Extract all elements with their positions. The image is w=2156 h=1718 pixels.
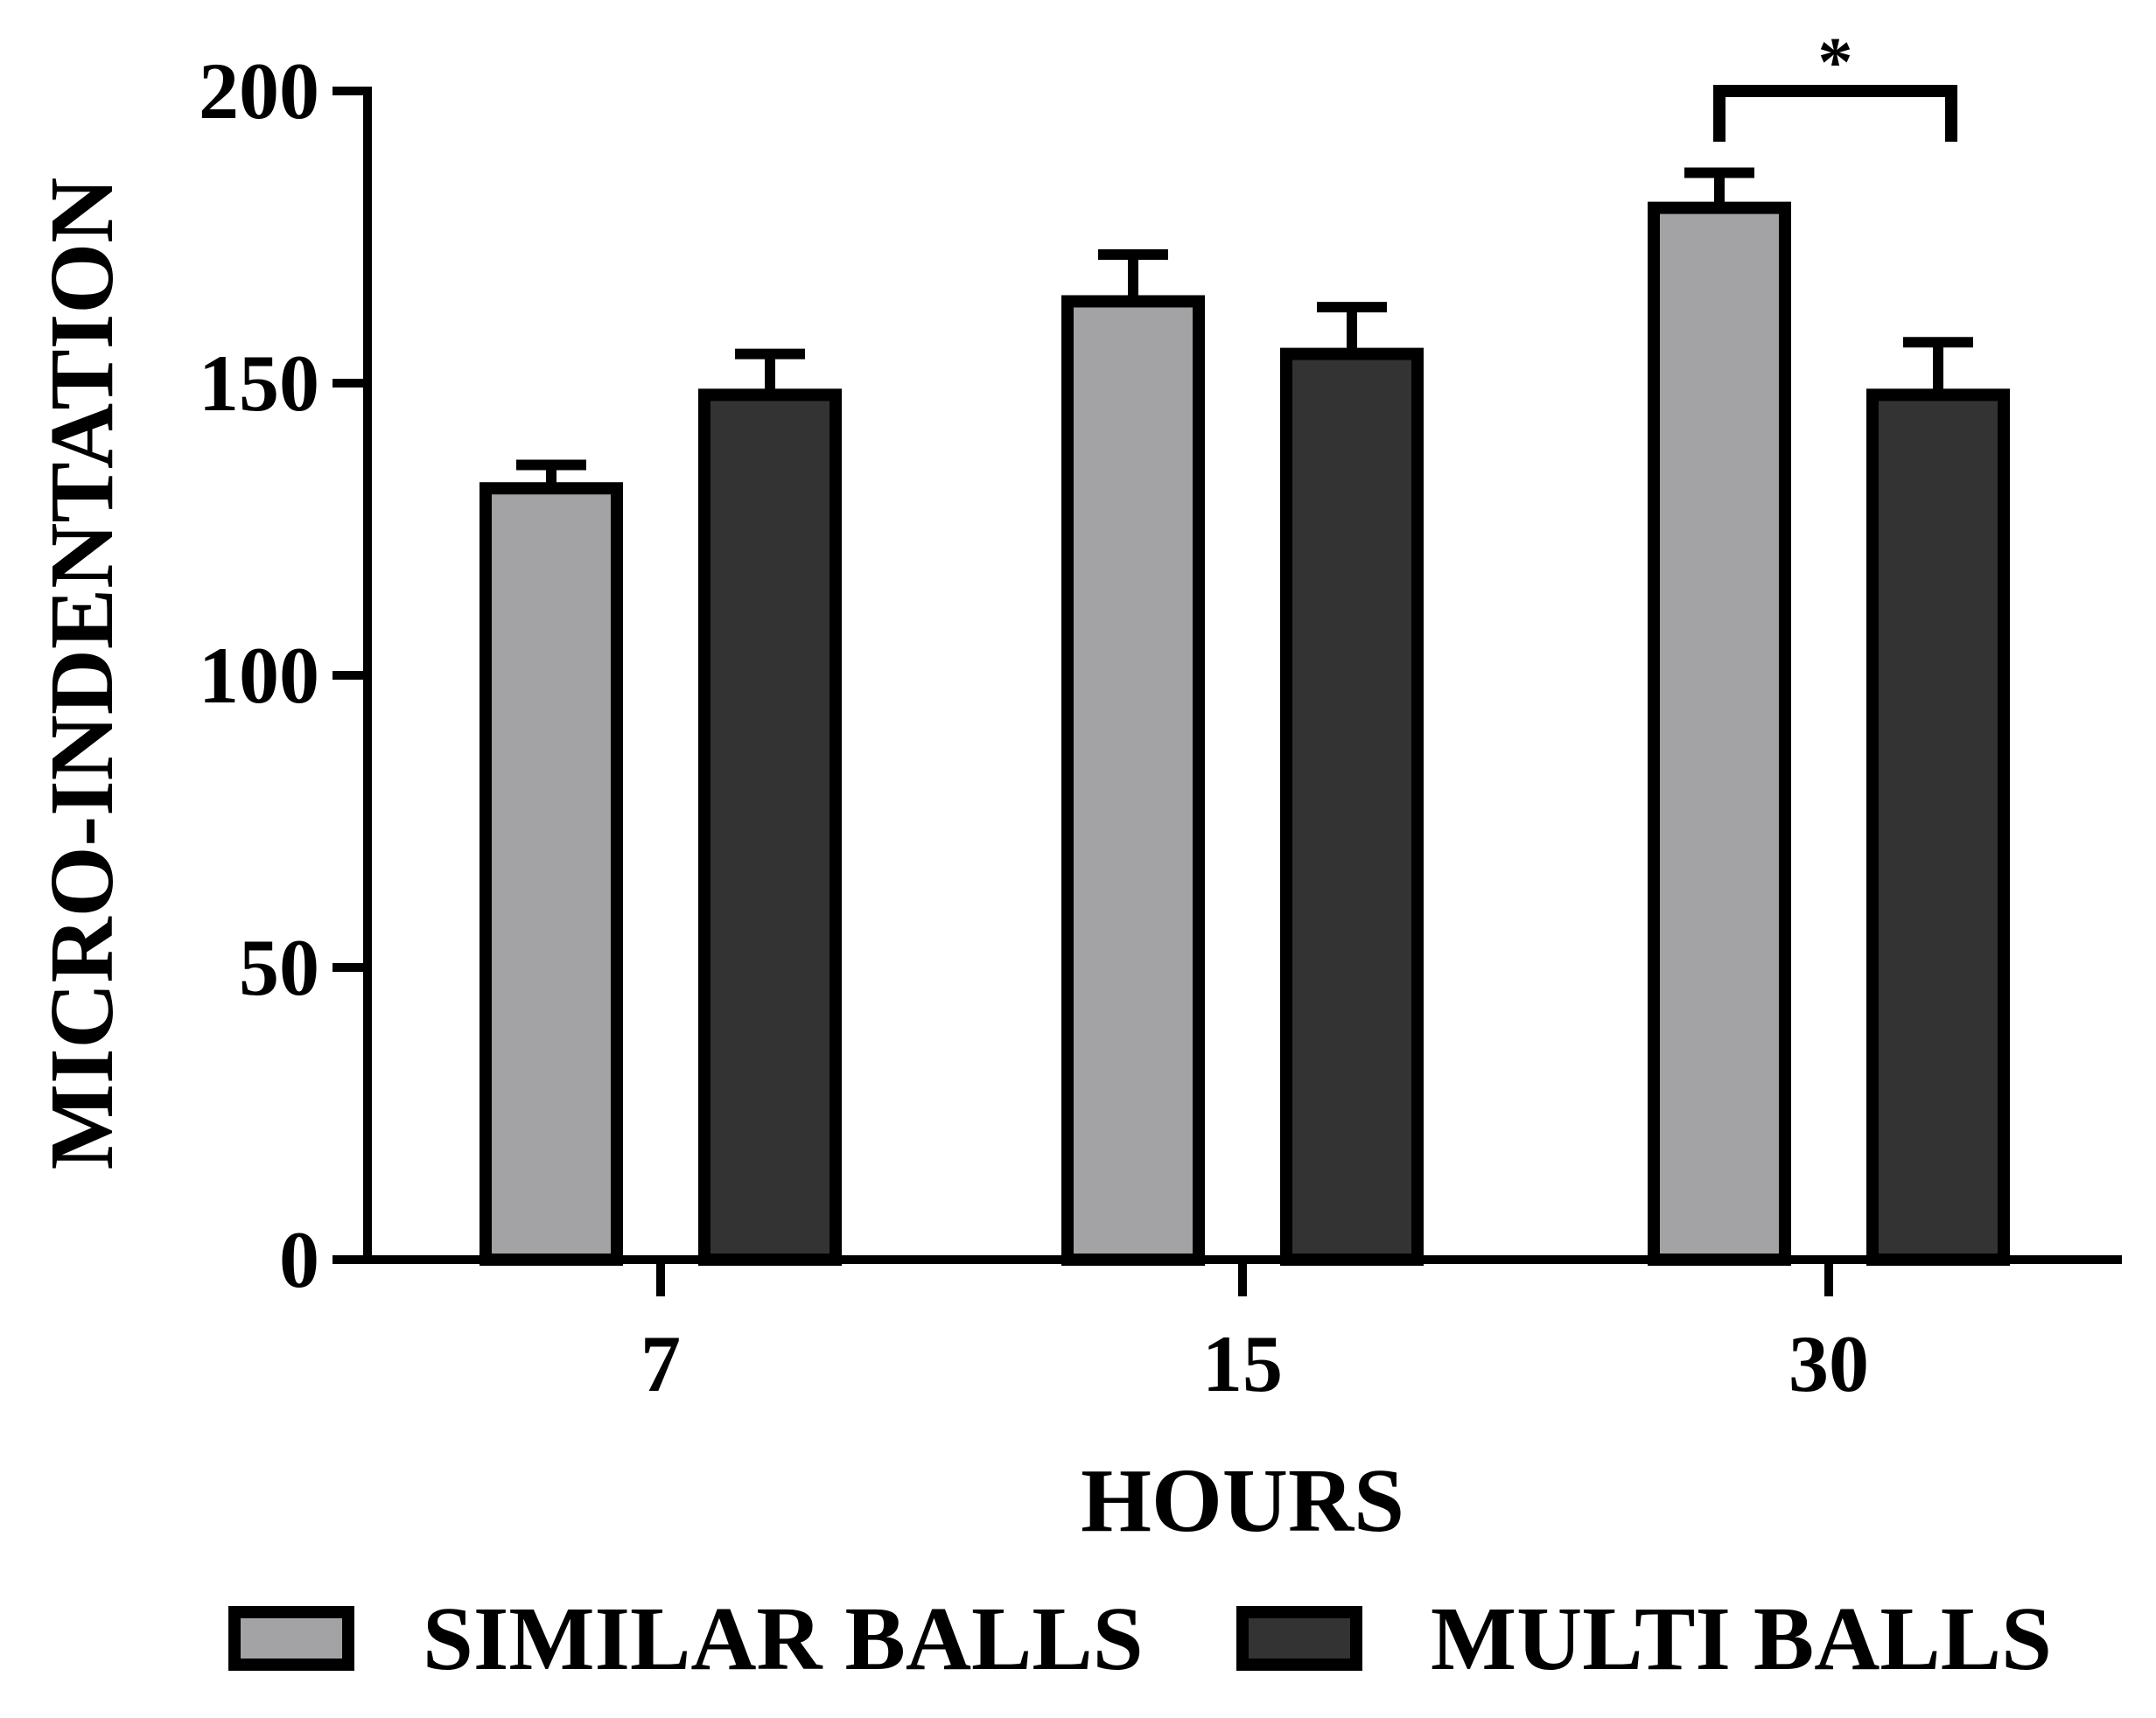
y-tick-label: 150 (199, 339, 319, 428)
x-axis-title: HOURS (1081, 1450, 1404, 1551)
y-axis-ticks: 0 50 100 150 200 (199, 46, 368, 1304)
bar (1648, 201, 1791, 1267)
y-axis-title: MICRO-INDENTATION (32, 178, 132, 1170)
bar (480, 482, 623, 1266)
legend-swatch (228, 1606, 354, 1671)
significance-annotations: * (1713, 24, 1957, 142)
y-tick-label: 200 (199, 46, 319, 136)
bar (1280, 347, 1424, 1267)
significance-bracket (1713, 85, 1957, 142)
legend-label: MULTI BALLS (1431, 1589, 2052, 1689)
bar (698, 388, 842, 1266)
legend: SIMILAR BALLS MULTI BALLS (228, 1589, 2052, 1689)
bar (1866, 388, 2010, 1266)
x-tick-label: 7 (640, 1319, 681, 1408)
y-tick-label: 0 (279, 1215, 319, 1304)
plot-area (480, 167, 2010, 1267)
y-tick-label: 50 (239, 923, 319, 1012)
x-axis-ticks: 7 15 30 (640, 1260, 1869, 1408)
x-tick-label: 15 (1202, 1319, 1283, 1408)
legend-swatch (1236, 1606, 1362, 1671)
y-tick-label: 100 (199, 631, 319, 720)
bar (1061, 295, 1205, 1267)
significance-label: * (1818, 24, 1853, 101)
x-tick-label: 30 (1788, 1319, 1869, 1408)
legend-label: SIMILAR BALLS (423, 1589, 1144, 1689)
axes (363, 87, 2122, 1264)
